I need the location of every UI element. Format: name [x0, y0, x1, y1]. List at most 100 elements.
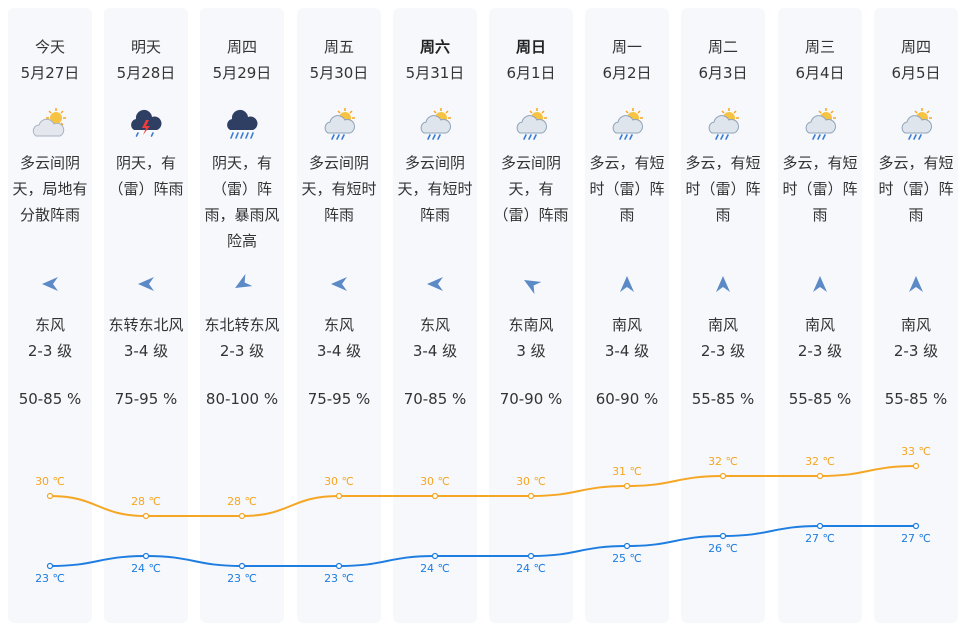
wind-direction: 南风: [804, 316, 835, 334]
humidity: 75-95 %: [114, 390, 178, 408]
partly-cloudy-icon: [32, 106, 68, 142]
weather-description-line: （雷）阵雨: [108, 180, 184, 198]
wind-direction-arrow-icon: [810, 274, 830, 294]
weather-description: 多云，有短时（雷）阵雨: [683, 150, 763, 228]
weather-description-line: 雨: [619, 206, 635, 224]
weather-description: 多云，有短时（雷）阵雨: [587, 150, 667, 228]
weather-description-line: 多云，有短: [782, 154, 858, 172]
weather-description-line: 多云间阴: [308, 154, 369, 172]
wind-direction-arrow-icon: [425, 274, 445, 294]
day-column: 今天 5月27日多云间阴天，局地有分散阵雨东风 2-3 级 50-85 %: [8, 8, 92, 623]
weather-description-line: 阴天，有: [211, 154, 272, 172]
date-label: 5月31日: [405, 64, 465, 82]
humidity: 80-100 %: [205, 390, 279, 408]
wind-level: 2-3 级: [700, 342, 746, 360]
wind-level: 2-3 级: [893, 342, 939, 360]
humidity: 70-90 %: [499, 390, 563, 408]
date-label: 5月29日: [212, 64, 272, 82]
day-label: 今天: [34, 38, 65, 56]
weather-description-line: 多云间阴: [500, 154, 561, 172]
date-label: 6月3日: [698, 64, 748, 82]
weather-description: 多云间阴天，有 （雷）阵雨: [491, 150, 571, 228]
weather-description-line: （雷）阵: [211, 180, 272, 198]
heavy-rain-icon: [224, 106, 260, 142]
day-label: 周日: [515, 38, 546, 56]
wind-direction: 东风: [34, 316, 65, 334]
weather-description: 多云间阴天，局地有分散阵雨: [10, 150, 90, 228]
wind-direction-arrow-icon: [136, 274, 156, 294]
wind-direction: 东转东北风: [108, 316, 184, 334]
humidity: 55-85 %: [691, 390, 755, 408]
weather-description-line: 天，有: [508, 180, 554, 198]
weather-description-line: 时（雷）阵: [685, 180, 761, 198]
weather-description: 多云间阴 天，有短时 阵雨: [299, 150, 379, 228]
humidity: 50-85 %: [18, 390, 82, 408]
humidity: 60-90 %: [595, 390, 659, 408]
date-label: 6月1日: [506, 64, 556, 82]
sun-cloud-rain-icon: [513, 106, 549, 142]
day-column: 周一 6月2日 多云，有短 时（雷）阵雨南风 3-4 级 60-90 %: [585, 8, 669, 623]
weather-description-line: 多云，有短: [878, 154, 954, 172]
day-column: 周四 6月5日 多云，有短 时（雷）阵雨南风 2-3 级 55-85 %: [874, 8, 958, 623]
day-label: 周二: [707, 38, 738, 56]
wind-direction: 东北转东风: [204, 316, 280, 334]
wind-level: 3-4 级: [412, 342, 458, 360]
date-label: 6月4日: [795, 64, 845, 82]
day-label: 周三: [804, 38, 835, 56]
weather-description-line: 阵雨: [323, 206, 354, 224]
humidity: 55-85 %: [788, 390, 852, 408]
weather-description-line: 阵雨: [419, 206, 450, 224]
day-column: 周三 6月4日 多云，有短 时（雷）阵雨南风 2-3 级 55-85 %: [778, 8, 862, 623]
wind-direction-arrow-icon: [906, 274, 926, 294]
weather-description-line: 时（雷）阵: [878, 180, 954, 198]
day-column: 明天 5月28日 阴天，有 （雷）阵雨 东转东北风 3-4 级 75-95 %: [104, 8, 188, 623]
weather-description-line: 雨: [908, 206, 924, 224]
weather-description: 阴天，有 （雷）阵 雨，暴雨风 险高: [202, 150, 282, 254]
wind-level: 3 级: [516, 342, 546, 360]
weather-description-line: （雷）阵雨: [493, 206, 569, 224]
day-column: 周五 5月30日多云间阴 天，有短时 阵雨东风 3-4 级 75-95 %: [297, 8, 381, 623]
wind-direction: 东南风: [508, 316, 554, 334]
weather-description-line: 多云，有短: [589, 154, 665, 172]
wind-direction: 东风: [419, 316, 450, 334]
wind-level: 2-3 级: [219, 342, 265, 360]
weather-description-line: 多云间阴: [19, 154, 80, 172]
weather-description-line: 雨: [715, 206, 731, 224]
weather-description-line: 分散阵雨: [19, 206, 80, 224]
sun-cloud-rain-icon: [609, 106, 645, 142]
weather-description-line: 阴天，有: [115, 154, 176, 172]
wind-level: 3-4 级: [604, 342, 650, 360]
weather-description-line: 天，有短时: [397, 180, 473, 198]
day-label: 周四: [226, 38, 257, 56]
weather-description-line: 天，局地有: [12, 180, 88, 198]
weather-description-line: 雨，暴雨风: [204, 206, 280, 224]
weather-description-line: 时（雷）阵: [589, 180, 665, 198]
wind-level: 3-4 级: [123, 342, 169, 360]
humidity: 70-85 %: [403, 390, 467, 408]
wind-direction: 东风: [323, 316, 354, 334]
weather-description-line: 多云间阴: [404, 154, 465, 172]
sun-cloud-rain-icon: [321, 106, 357, 142]
wind-direction-arrow-icon: [40, 274, 60, 294]
date-label: 6月2日: [602, 64, 652, 82]
wind-direction-arrow-icon: [617, 274, 637, 294]
thunderstorm-icon: [128, 106, 164, 142]
weather-description-line: 雨: [812, 206, 828, 224]
wind-direction-arrow-icon: [521, 274, 542, 295]
sun-cloud-rain-icon: [417, 106, 453, 142]
humidity: 75-95 %: [307, 390, 371, 408]
date-label: 6月5日: [891, 64, 941, 82]
wind-level: 2-3 级: [27, 342, 73, 360]
day-label: 周四: [900, 38, 931, 56]
wind-direction: 南风: [707, 316, 738, 334]
date-label: 5月30日: [309, 64, 369, 82]
day-label: 周六: [419, 38, 450, 56]
weather-description-line: 多云，有短: [685, 154, 761, 172]
weather-description-line: 时（雷）阵: [782, 180, 858, 198]
wind-level: 3-4 级: [316, 342, 362, 360]
day-label: 周五: [323, 38, 354, 56]
weather-description: 多云间阴天，有短时阵雨: [395, 150, 475, 228]
date-label: 5月27日: [20, 64, 80, 82]
wind-direction-arrow-icon: [232, 273, 253, 294]
sun-cloud-rain-icon: [898, 106, 934, 142]
